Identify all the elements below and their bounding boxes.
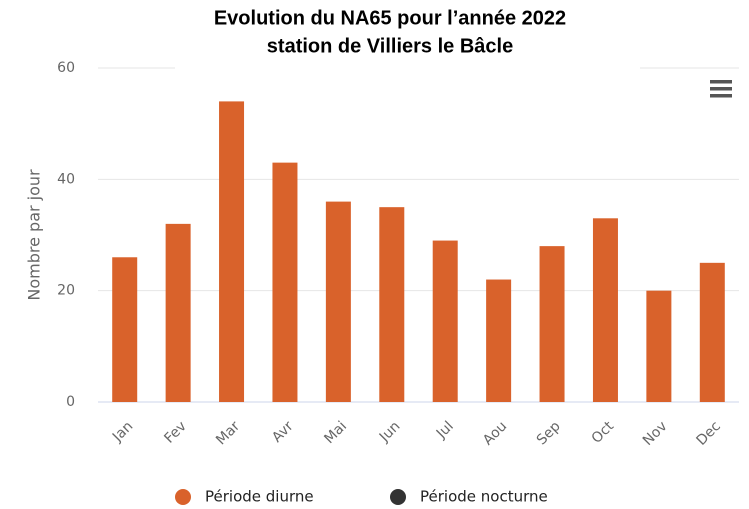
y-axis-label: Nombre par jour <box>25 169 44 301</box>
x-tick-label: Fev <box>161 418 189 446</box>
x-tick-label: Mai <box>321 418 350 447</box>
x-tick-label: Sep <box>534 418 564 448</box>
bar <box>646 290 672 402</box>
y-tick-label: 20 <box>57 283 75 299</box>
x-tick-label: Oct <box>589 418 618 447</box>
bar <box>219 101 245 403</box>
bar <box>592 218 618 402</box>
y-tick-label: 60 <box>57 60 75 76</box>
x-tick-label: Mar <box>213 418 243 448</box>
x-tick-label: Avr <box>269 418 297 446</box>
menu-icon[interactable] <box>710 80 732 98</box>
bar <box>112 257 138 402</box>
x-tick-label: Aou <box>480 418 510 448</box>
bar <box>699 262 725 402</box>
x-tick-label: Nov <box>640 418 671 449</box>
bar <box>379 207 405 402</box>
x-tick-label: Dec <box>693 418 723 448</box>
bar <box>165 223 191 402</box>
legend-label: Période diurne <box>205 488 314 506</box>
bar <box>325 201 351 402</box>
chart-title: Evolution du NA65 pour l’année 2022 <box>214 7 566 29</box>
y-tick-label: 40 <box>57 171 75 187</box>
title-background <box>175 5 640 75</box>
chart-subtitle: station de Villiers le Bâcle <box>267 35 513 57</box>
legend-label: Période nocturne <box>420 488 548 506</box>
bar <box>272 162 298 402</box>
bar <box>432 240 458 402</box>
x-tick-label: Jan <box>109 418 136 445</box>
bar <box>539 246 565 402</box>
x-tick-label: Jun <box>376 418 403 445</box>
legend-marker <box>175 489 191 505</box>
x-tick-label: Jul <box>433 418 457 442</box>
bar <box>486 279 512 402</box>
y-tick-label: 0 <box>66 394 75 410</box>
legend-marker <box>390 489 406 505</box>
